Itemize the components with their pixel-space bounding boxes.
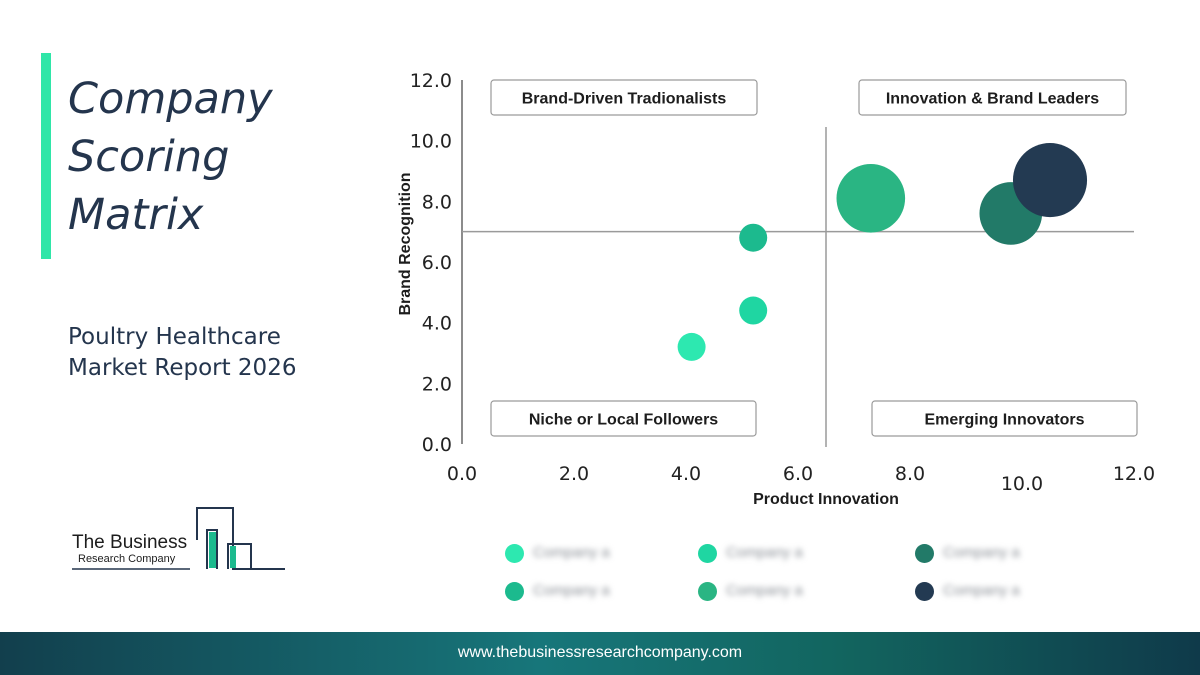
y-tick-label: 4.0 [422,313,452,335]
x-tick-label: 4.0 [671,463,701,485]
y-tick-label: 6.0 [422,252,452,274]
legend-swatch [698,544,717,563]
quadrant-label-box [490,79,758,116]
quadrant-label-box [871,400,1138,437]
company-logo: The Business Research Company [70,500,290,575]
legend-label: Company a [533,582,610,599]
x-tick-label: 8.0 [895,463,925,485]
x-tick-label: 10.0 [1001,473,1043,495]
quadrant-label: Brand-Driven Tradionalists [522,91,727,108]
legend-label: Company a [726,582,803,599]
y-tick-label: 8.0 [422,191,452,213]
legend-swatch [698,582,717,601]
logo-buildings-icon [72,507,285,570]
y-tick-label: 12.0 [410,70,452,92]
legend-swatch [505,544,524,563]
footer-url: www.thebusinessresearchcompany.com [457,644,743,661]
legend-label: Company a [943,544,1020,561]
bubble-point [836,164,906,233]
legend-swatch [505,582,524,601]
quadrant-label-box [858,79,1127,116]
logo-text-line1: The Business [72,532,188,553]
bubble-point [739,223,768,252]
quadrant-label: Innovation & Brand Leaders [886,91,1099,108]
x-tick-label: 0.0 [447,463,477,485]
y-tick-label: 2.0 [422,373,452,395]
x-tick-label: 6.0 [783,463,813,485]
legend-label: Company a [726,544,803,561]
quadrant-label: Niche or Local Followers [529,412,718,429]
quadrant-label-box [490,400,757,437]
legend-swatch [915,582,934,601]
y-tick-label: 0.0 [422,434,452,456]
bubble-point [739,296,768,325]
legend-label: Company a [533,544,610,561]
legend-label: Company a [943,582,1020,599]
page-title: Company Scoring Matrix [68,74,273,240]
bubble-point [677,332,706,361]
report-subtitle: Poultry Healthcare Market Report 2026 [68,324,297,381]
y-tick-label: 10.0 [410,131,452,153]
y-axis-title: Brand Recognition [397,172,414,315]
legend-swatch [915,544,934,563]
logo-text-line2: Research Company [78,553,176,565]
x-axis-title: Product Innovation [753,491,899,508]
x-tick-label: 12.0 [1113,463,1155,485]
accent-bar [41,53,51,259]
quadrant-label: Emerging Innovators [924,412,1084,429]
bubble-point [1012,143,1088,218]
x-tick-label: 2.0 [559,463,589,485]
scoring-matrix-chart: 0.0 2.0 4.0 6.0 8.0 10.0 12.0 0.0 2.0 4.0 6.0 8.0 10… [397,70,1155,508]
chart-legend: Company a Company a Company a Company a Comp… [505,540,1065,610]
footer-bar: www.thebusinessresearchcompany.com [0,632,1200,675]
